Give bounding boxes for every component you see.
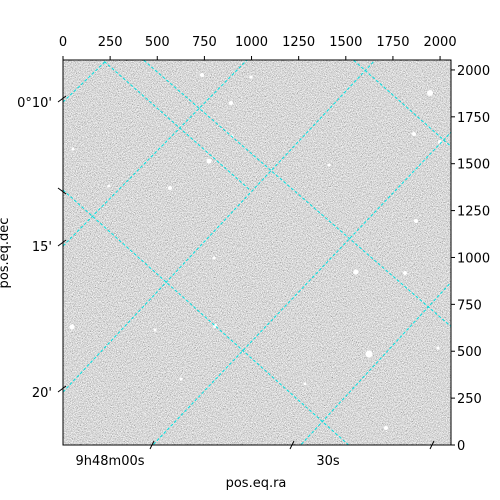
grid-line xyxy=(152,131,451,445)
image-noise xyxy=(63,60,451,445)
ra-tick xyxy=(149,440,155,450)
y-tick-label: 0 xyxy=(457,439,465,454)
grid-line xyxy=(63,60,108,103)
y-tick-label: 1000 xyxy=(457,251,490,266)
y-tick-label: 750 xyxy=(457,298,482,313)
x-tick-label: 2000 xyxy=(424,35,457,50)
y-axis-label: pos.eq.dec xyxy=(0,218,12,289)
grid-line xyxy=(142,60,451,328)
ra-tick xyxy=(289,440,295,450)
dec-tick xyxy=(57,187,67,195)
dec-tick xyxy=(57,385,67,393)
dec-tick-label: 0°10' xyxy=(17,96,52,111)
y-tick-label: 2000 xyxy=(457,64,490,79)
grid-line xyxy=(101,60,251,191)
grid-line xyxy=(300,281,451,445)
x-tick-label: 1000 xyxy=(235,35,268,50)
ra-tick-label: 30s xyxy=(316,454,340,469)
ra-tick-label: 9h48m00s xyxy=(75,454,144,469)
grid-line xyxy=(63,189,350,445)
y-tick-label: 1500 xyxy=(457,158,490,173)
grid-line xyxy=(352,60,451,148)
x-tick-label: 250 xyxy=(98,35,123,50)
image-frame xyxy=(62,59,452,446)
dec-tick-label: 15' xyxy=(32,240,52,255)
dec-tick xyxy=(57,239,67,247)
y-tick-label: 500 xyxy=(457,345,482,360)
dec-tick-label: 20' xyxy=(32,386,52,401)
x-axis-label: pos.eq.ra xyxy=(226,476,287,491)
grid-line xyxy=(63,60,248,247)
x-tick-label: 1750 xyxy=(376,35,409,50)
x-tick-label: 500 xyxy=(145,35,170,50)
x-tick-label: 0 xyxy=(59,35,67,50)
grid-line xyxy=(63,60,376,393)
ra-tick xyxy=(429,440,435,450)
y-tick-label: 250 xyxy=(457,392,482,407)
y-tick-label: 1750 xyxy=(457,111,490,126)
x-tick-label: 1500 xyxy=(329,35,362,50)
coordinate-grid xyxy=(63,60,451,445)
y-tick-label: 1250 xyxy=(457,205,490,220)
dec-tick xyxy=(57,95,67,103)
x-tick-label: 750 xyxy=(192,35,217,50)
x-tick-label: 1250 xyxy=(282,35,315,50)
